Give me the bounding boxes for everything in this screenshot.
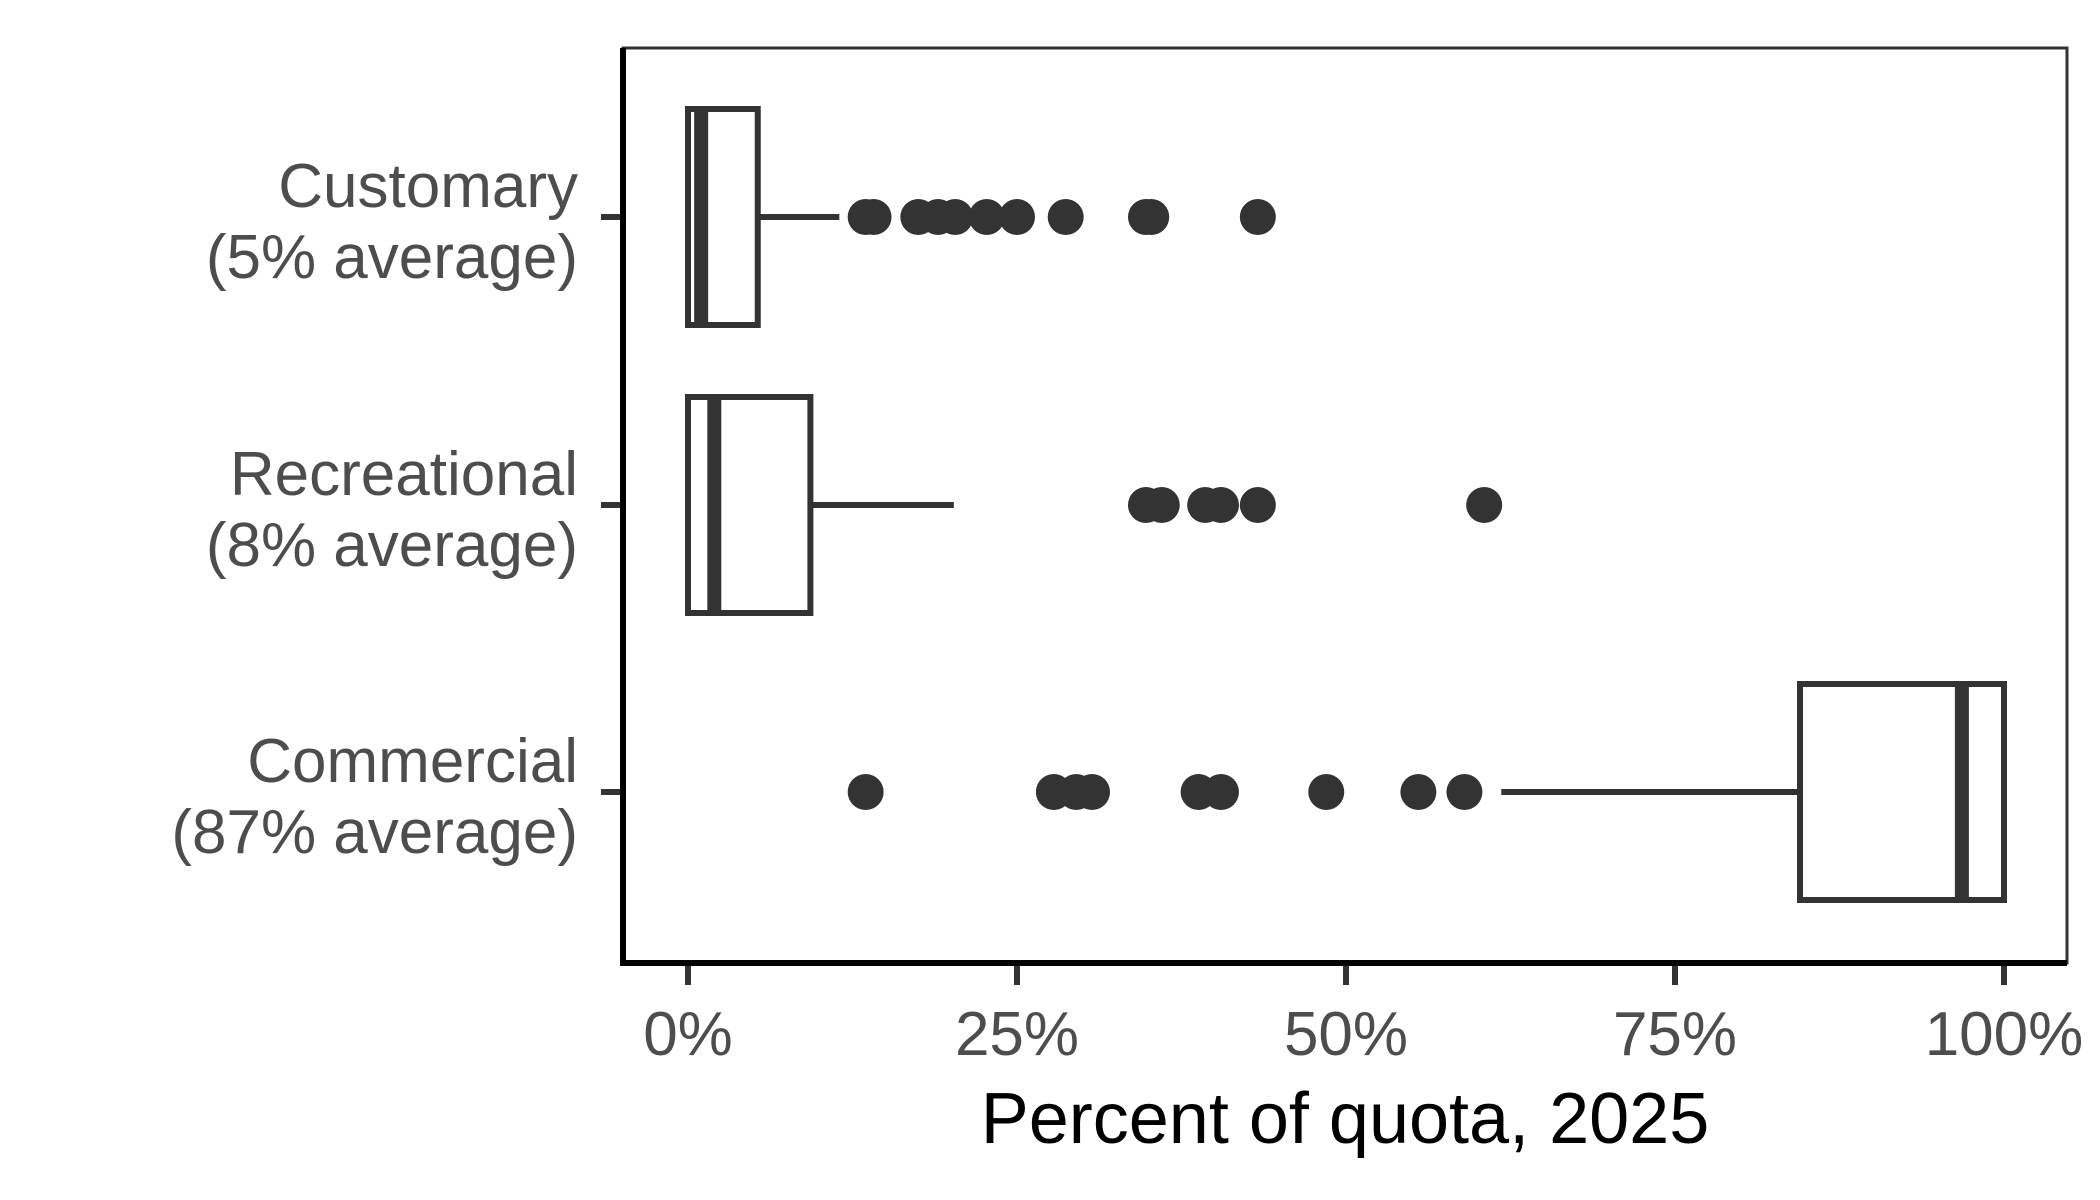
customary-outlier-6 [999, 199, 1035, 235]
commercial-label-line2: (87% average) [171, 798, 578, 867]
recreational-outlier-4 [1239, 487, 1276, 523]
y-tick-group: Customary(5% average) Recreational(8% ave… [171, 152, 620, 867]
commercial-label-line1: Commercial [247, 727, 578, 796]
customary-outlier-7 [1047, 199, 1084, 235]
x-tick-label-3: 75% [1613, 1000, 1737, 1069]
x-axis-title: Percent of quota, 2025 [981, 1079, 1710, 1159]
x-tick-group: 0% 25% 50% 75% 100% [643, 966, 2083, 1069]
recreational-outlier-3 [1202, 487, 1239, 523]
recreational-outlier-1 [1143, 487, 1180, 523]
recreational-label-line2: (8% average) [206, 511, 578, 580]
commercial-outlier-8 [1446, 774, 1483, 810]
recreational-label-line1: Recreational [230, 440, 578, 509]
customary-outlier-4 [937, 199, 974, 235]
customary-outlier-1 [855, 199, 892, 235]
customary-outlier-9 [1133, 199, 1170, 235]
recreational-box [685, 394, 814, 616]
customary-outlier-5 [968, 199, 1005, 235]
x-tick-label-4: 100% [1925, 1000, 2084, 1069]
recreational-outlier-5 [1466, 487, 1503, 523]
customary-label-line2: (5% average) [206, 223, 578, 292]
commercial-outlier-7 [1400, 774, 1437, 810]
commercial-outlier-3 [1074, 774, 1111, 810]
customary-label-line1: Customary [278, 152, 578, 221]
commercial-outlier-6 [1308, 774, 1345, 810]
customary-outlier-10 [1239, 199, 1276, 235]
x-tick-label-2: 50% [1284, 1000, 1408, 1069]
commercial-outlier-5 [1202, 774, 1239, 810]
commercial-outlier-0 [847, 774, 884, 810]
commercial-box [1797, 681, 2008, 903]
x-tick-label-0: 0% [643, 1000, 733, 1069]
box-group [685, 106, 2008, 903]
x-tick-label-1: 25% [955, 1000, 1079, 1069]
